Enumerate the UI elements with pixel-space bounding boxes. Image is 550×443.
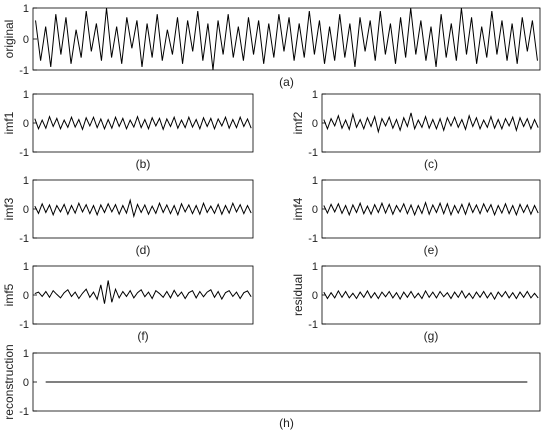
y-axis-label: imf5 [2, 283, 16, 306]
panel-caption: (e) [424, 243, 439, 257]
y-tick-label: 1 [23, 3, 29, 15]
y-tick-label: -1 [308, 319, 318, 331]
y-tick-label: 1 [312, 261, 318, 273]
signal-line [323, 201, 539, 217]
signal-line [323, 112, 539, 134]
y-tick-label: 1 [312, 89, 318, 101]
signal-line [34, 115, 252, 131]
y-axis-label: reconstruction [2, 344, 16, 419]
y-axis-label: imf4 [291, 197, 305, 220]
signal-line [34, 198, 252, 219]
y-tick-label: -1 [19, 147, 29, 159]
y-tick-label: 0 [23, 118, 29, 130]
y-tick-label: 1 [23, 261, 29, 273]
y-tick-label: -1 [19, 319, 29, 331]
signal-line [34, 280, 252, 304]
y-tick-label: 0 [23, 34, 29, 46]
panel-caption: (d) [136, 243, 151, 257]
signal-line [35, 7, 538, 71]
y-axis-label: residual [291, 274, 305, 316]
y-tick-label: -1 [19, 233, 29, 245]
y-tick-label: -1 [308, 147, 318, 159]
panel-caption: (g) [424, 329, 439, 343]
y-tick-label: 0 [312, 290, 318, 302]
y-tick-label: -1 [19, 65, 29, 77]
y-axis-label: original [2, 20, 16, 59]
y-tick-label: 1 [23, 348, 29, 360]
y-tick-label: 0 [312, 204, 318, 216]
y-tick-label: 0 [23, 377, 29, 389]
panel-caption: (h) [279, 416, 294, 430]
y-tick-label: 1 [23, 175, 29, 187]
y-tick-label: -1 [308, 233, 318, 245]
panel-caption: (a) [279, 75, 294, 89]
y-tick-label: -1 [19, 406, 29, 418]
plot-frame [32, 7, 541, 71]
y-axis-label: imf1 [2, 111, 16, 134]
y-axis-label: imf2 [291, 111, 305, 134]
panel-caption: (f) [137, 329, 148, 343]
panel-caption: (b) [136, 157, 151, 171]
y-axis-label: imf3 [2, 197, 16, 220]
signal-line [323, 289, 539, 301]
y-tick-label: 1 [23, 89, 29, 101]
y-tick-label: 0 [23, 204, 29, 216]
y-tick-label: 0 [23, 290, 29, 302]
y-tick-label: 1 [312, 175, 318, 187]
panel-caption: (c) [424, 157, 438, 171]
y-tick-label: 0 [312, 118, 318, 130]
